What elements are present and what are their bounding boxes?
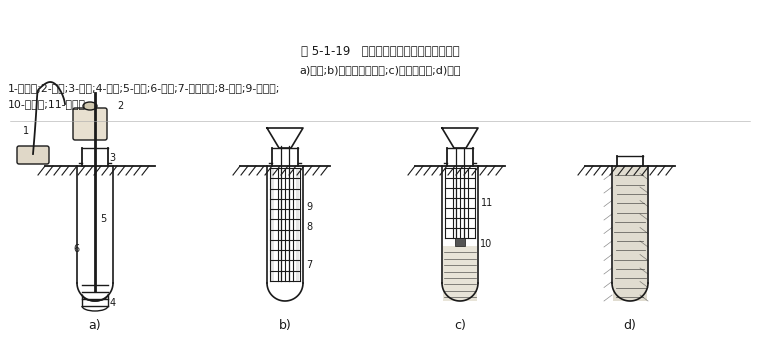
- Bar: [271, 168, 274, 281]
- Text: 2: 2: [117, 101, 123, 111]
- Text: 4: 4: [110, 298, 116, 308]
- Text: 10: 10: [480, 239, 492, 249]
- Text: a)钻孔;b)下钢筋笼及导管;c)灌注混凝土;d)成坯: a)钻孔;b)下钢筋笼及导管;c)灌注混凝土;d)成坯: [299, 65, 461, 75]
- Text: 11: 11: [481, 198, 493, 208]
- Ellipse shape: [83, 102, 97, 110]
- Text: 1: 1: [23, 126, 29, 136]
- Text: 9: 9: [306, 202, 312, 212]
- Text: a): a): [89, 319, 101, 332]
- FancyBboxPatch shape: [17, 146, 49, 164]
- Text: 5: 5: [100, 214, 106, 224]
- Bar: [613, 166, 647, 301]
- Bar: [296, 168, 299, 281]
- Bar: [443, 246, 477, 301]
- Text: b): b): [279, 319, 291, 332]
- Text: 7: 7: [306, 260, 312, 270]
- Text: 10-隔水塞;11-混凝土: 10-隔水塞;11-混凝土: [8, 99, 86, 109]
- Text: 3: 3: [109, 153, 115, 163]
- Text: 8: 8: [306, 222, 312, 232]
- FancyBboxPatch shape: [73, 108, 107, 140]
- Text: 1-泥浆泵;2-钻机;3-护筒;4-钻头;5-钻杆;6-泥浆;7-泥浆混浆;8-导管;9-钢筋笼;: 1-泥浆泵;2-钻机;3-护筒;4-钻头;5-钻杆;6-泥浆;7-泥浆混浆;8-…: [8, 83, 280, 93]
- Text: c): c): [454, 319, 466, 332]
- Bar: [455, 238, 465, 246]
- Text: 6: 6: [73, 244, 79, 254]
- Text: 图 5-1-19   泥浆护壁钻孔灌注桩施工顺序图: 图 5-1-19 泥浆护壁钻孔灌注桩施工顺序图: [301, 45, 459, 58]
- Text: d): d): [623, 319, 636, 332]
